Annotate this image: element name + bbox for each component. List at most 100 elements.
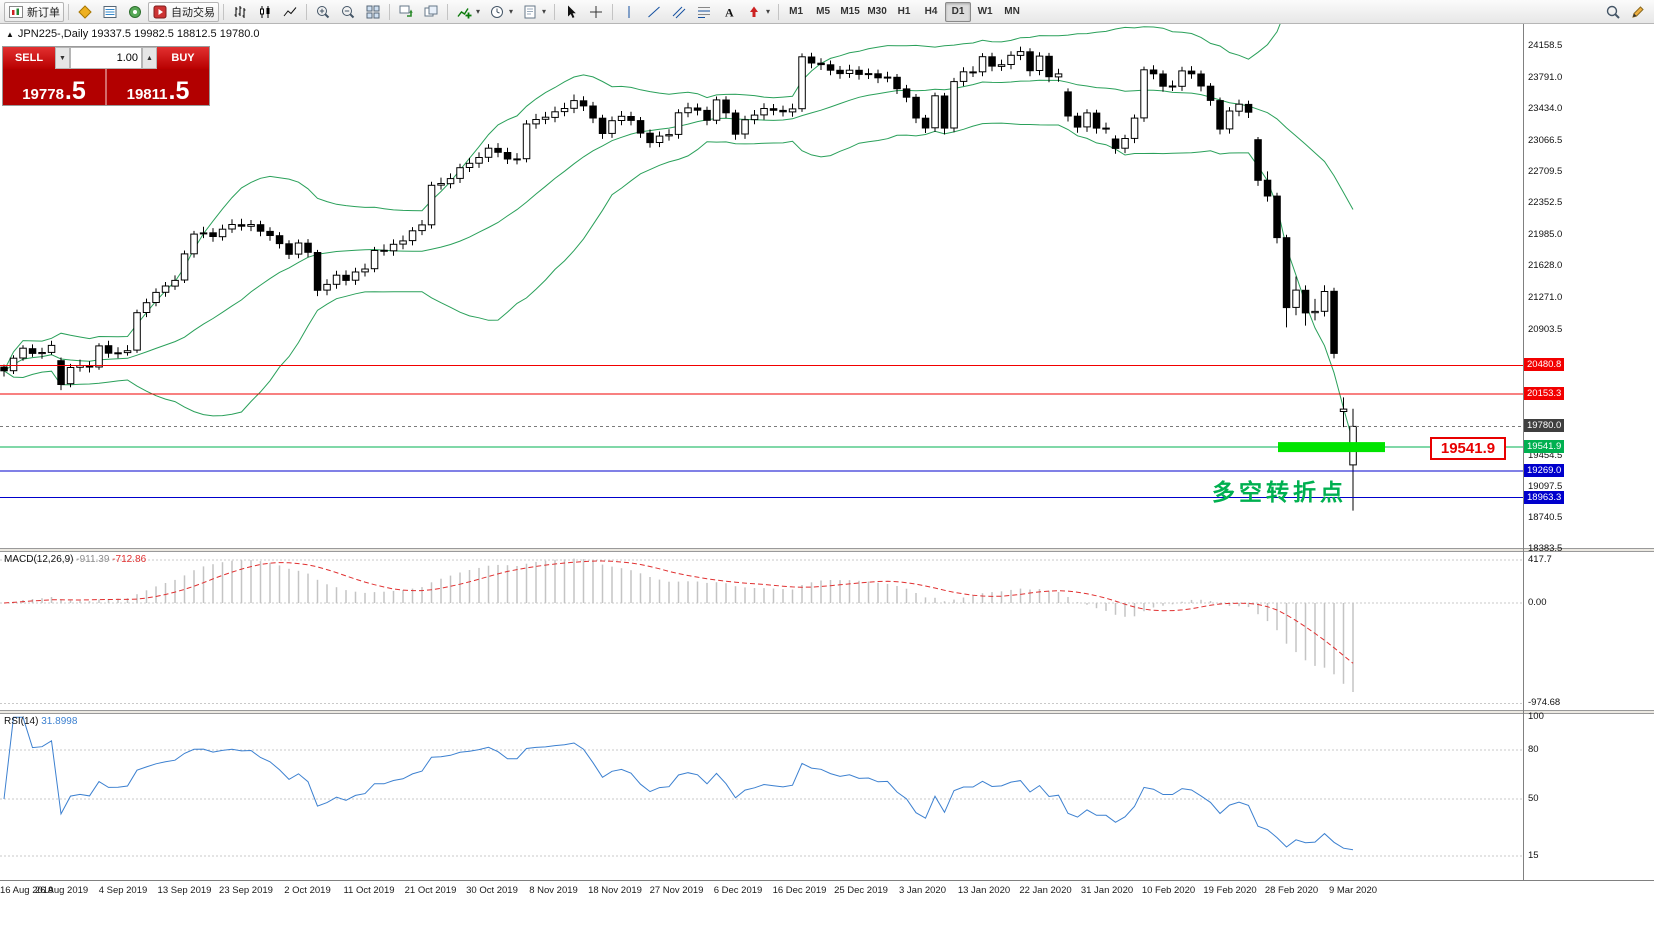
sell-button[interactable]: SELL: [3, 47, 55, 69]
price-tick: 23434.0: [1528, 103, 1563, 115]
price-tick: 21628.0: [1528, 260, 1563, 272]
pane-separator[interactable]: [0, 548, 1654, 552]
market-watch-button[interactable]: [98, 2, 122, 22]
timeframe-m5-button[interactable]: M5: [810, 2, 836, 22]
timeframe-m1-button[interactable]: M1: [783, 2, 809, 22]
rsi-axis-label: 15: [1528, 850, 1539, 862]
price-tick: 21985.0: [1528, 229, 1563, 241]
price-tick: 21271.0: [1528, 291, 1563, 303]
bars-icon: [234, 5, 246, 18]
key-level-highlight-bar[interactable]: [1278, 442, 1385, 453]
price-integer: 19778: [22, 86, 64, 103]
search-button[interactable]: [1601, 2, 1625, 22]
time-label: 30 Oct 2019: [466, 885, 518, 896]
crosshair-button[interactable]: [584, 2, 608, 22]
navigator-button[interactable]: [123, 2, 147, 22]
text-button[interactable]: A: [717, 2, 741, 22]
autotrade-button-label: 自动交易: [171, 6, 215, 19]
charts-window-button[interactable]: [73, 2, 97, 22]
timeframe-h4-button[interactable]: H4: [918, 2, 944, 22]
arrows-button[interactable]: ▾: [742, 2, 774, 22]
vline-icon: [628, 5, 630, 18]
line-chart-button[interactable]: [278, 2, 302, 22]
candlestick-series: [0, 46, 1357, 511]
zoom-in-button[interactable]: [311, 2, 335, 22]
macd-name: MACD(12,26,9): [4, 554, 74, 565]
timeframe-m30-button[interactable]: M30: [864, 2, 890, 22]
price-tick: 19097.5: [1528, 480, 1563, 492]
price-tick: 23791.0: [1528, 72, 1563, 83]
timeframe-h1-button[interactable]: H1: [891, 2, 917, 22]
rsi-axis-label: 100: [1528, 711, 1544, 723]
toolbar-divider: [68, 3, 69, 20]
timeframe-w1-button[interactable]: W1: [972, 2, 998, 22]
trendline-button[interactable]: [642, 2, 666, 22]
indicators-icon: [457, 7, 472, 18]
toolbar-divider: [389, 3, 390, 20]
time-label: 16 Dec 2019: [772, 885, 827, 896]
timeframe-m15-button[interactable]: M15: [837, 2, 863, 22]
timeframe-mn-button[interactable]: MN: [999, 2, 1025, 22]
auto-arrange-button[interactable]: [394, 2, 418, 22]
time-label: 26 Aug 2019: [34, 885, 89, 896]
price-tick: 23066.5: [1528, 135, 1563, 147]
macd-main-value: -911.39: [76, 554, 110, 565]
favorites-icon: [78, 4, 92, 19]
macd-pane[interactable]: [0, 552, 1523, 710]
pane-separator[interactable]: [0, 710, 1654, 714]
buy-price[interactable]: 19811.5: [107, 69, 209, 105]
edit-button[interactable]: [1626, 2, 1650, 22]
candles-icon: [260, 5, 270, 18]
navigator-icon: [129, 5, 141, 18]
dropdown-caret-icon: ▾: [509, 7, 514, 16]
time-axis[interactable]: 16 Aug 2019 26 Aug 2019 4 Sep 2019 13 Sep 2…: [0, 880, 1654, 903]
rsi-indicator-label: RSI(14) 31.8998: [4, 716, 77, 727]
time-label: 9 Mar 2020: [1328, 885, 1378, 896]
templates-button[interactable]: ▾: [518, 2, 550, 22]
autotrade-button[interactable]: 自动交易: [148, 1, 219, 22]
time-label: 25 Dec 2019: [834, 885, 888, 896]
dropdown-caret-icon: ▾: [476, 7, 481, 16]
time-label: 21 Oct 2019: [404, 885, 457, 896]
volume-decrease-button[interactable]: ▼: [55, 47, 70, 69]
rsi-pane[interactable]: [0, 714, 1523, 880]
fibonacci-button[interactable]: [692, 2, 716, 22]
vertical-line-button[interactable]: [617, 2, 641, 22]
arrange-icon: [399, 5, 413, 17]
toolbar-divider: [306, 3, 307, 20]
price-tick: 18740.5: [1528, 511, 1563, 523]
candlestick-chart-button[interactable]: [253, 2, 277, 22]
collapse-arrow-icon[interactable]: ▲: [6, 30, 14, 39]
sell-price[interactable]: 19778.5: [3, 69, 105, 105]
key-level-price-label[interactable]: 19541.9: [1430, 437, 1506, 460]
volume-increase-button[interactable]: ▲: [142, 47, 157, 69]
toolbar-divider: [778, 3, 780, 20]
time-label: 13 Sep 2019: [157, 885, 212, 896]
toolbar: 新订单 自动交易 ▾ ▾ ▾ A ▾ M1 M5 M15 M30 H1 H4 D1 W1 MN: [0, 0, 1654, 24]
price-integer: 19811: [126, 86, 168, 103]
channel-button[interactable]: [667, 2, 691, 22]
tile-windows-button[interactable]: [361, 2, 385, 22]
new-order-button[interactable]: 新订单: [4, 1, 64, 22]
crosshair-icon: [590, 5, 603, 18]
turning-point-annotation: 多空转折点: [1212, 479, 1347, 505]
price-tick: 18383.5: [1528, 543, 1563, 554]
new-order-button-label: 新订单: [27, 6, 60, 19]
main-price-chart[interactable]: [0, 24, 1523, 548]
cascade-windows-button[interactable]: [419, 2, 443, 22]
volume-input[interactable]: [70, 47, 142, 69]
timeframe-d1-button[interactable]: D1: [945, 1, 972, 22]
dropdown-caret-icon: ▾: [542, 7, 547, 16]
periods-button[interactable]: ▾: [485, 2, 517, 22]
zoom-out-icon: [342, 5, 355, 18]
zoom-out-button[interactable]: [336, 2, 360, 22]
macd-axis-label: -974.68: [1528, 697, 1561, 709]
macd-signal-line: [3, 560, 1354, 664]
arrange2-icon: [424, 5, 438, 16]
bar-chart-button[interactable]: [228, 2, 252, 22]
buy-button[interactable]: BUY: [157, 47, 209, 69]
time-label: 6 Dec 2019: [713, 885, 763, 896]
price-divider: [105, 69, 107, 105]
indicators-button[interactable]: ▾: [452, 2, 484, 22]
cursor-button[interactable]: [559, 2, 583, 22]
